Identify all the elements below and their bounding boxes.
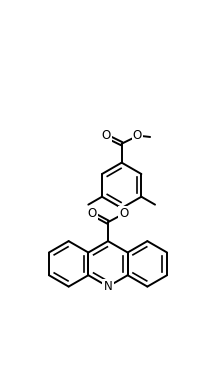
Text: N: N — [104, 280, 112, 293]
Text: O: O — [119, 207, 128, 220]
Text: O: O — [133, 129, 142, 142]
Text: O: O — [88, 207, 97, 220]
Text: O: O — [101, 129, 111, 142]
